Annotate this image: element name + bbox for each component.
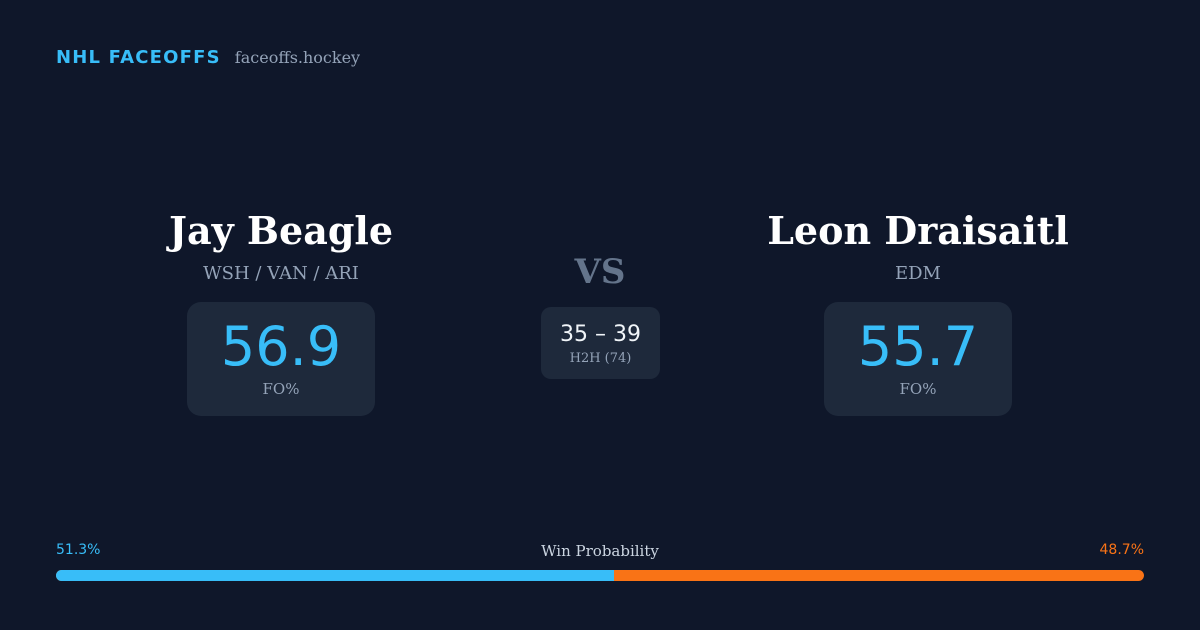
player-right-stat-box: 55.7 FO%	[823, 302, 1013, 416]
player-left-fo-label: FO%	[262, 380, 300, 398]
player-right-fo-label: FO%	[899, 380, 937, 398]
win-probability-right-value: 48.7%	[1099, 542, 1144, 558]
win-probability-labels: 51.3% Win Probability 48.7%	[56, 542, 1144, 564]
brand-header: NHL FACEOFFS faceoffs.hockey	[56, 47, 360, 68]
win-probability-bar	[56, 570, 1144, 581]
player-right-fo-value: 55.7	[857, 315, 979, 378]
win-probability-title: Win Probability	[541, 542, 659, 560]
player-right-name: Leon Draisaitl	[767, 208, 1069, 253]
player-left-card: Jay Beagle WSH / VAN / ARI 56.9 FO%	[71, 200, 491, 416]
brand-domain: faceoffs.hockey	[234, 48, 361, 67]
head-to-head-label: H2H (74)	[569, 350, 632, 366]
player-left-fo-value: 56.9	[220, 315, 342, 378]
head-to-head-box: 35 – 39 H2H (74)	[541, 307, 660, 379]
versus-label: VS	[574, 252, 626, 292]
win-probability-bar-left-fill	[56, 570, 615, 581]
brand-name: NHL FACEOFFS	[56, 47, 221, 68]
win-probability-left-value: 51.3%	[56, 542, 101, 558]
player-left-name: Jay Beagle	[168, 208, 393, 253]
player-right-card: Leon Draisaitl EDM 55.7 FO%	[708, 200, 1128, 416]
player-left-teams: WSH / VAN / ARI	[203, 263, 359, 284]
head-to-head-score: 35 – 39	[560, 321, 641, 347]
player-left-stat-box: 56.9 FO%	[186, 302, 376, 416]
player-right-teams: EDM	[894, 263, 941, 284]
